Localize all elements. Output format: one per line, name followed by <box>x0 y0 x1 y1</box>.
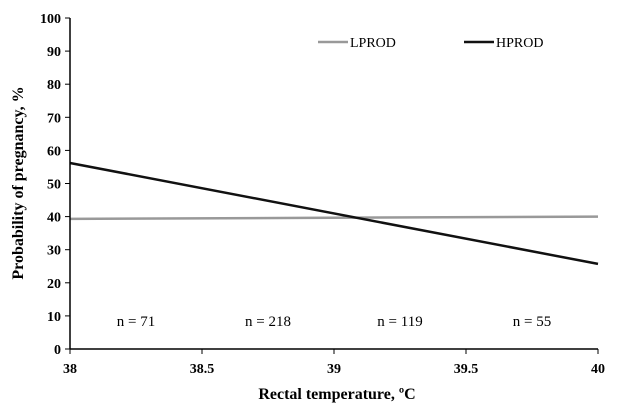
x-tick-label: 38.5 <box>190 362 215 377</box>
y-tick-label: 70 <box>47 111 61 126</box>
y-tick-label: 50 <box>47 178 61 193</box>
x-axis-title: Rectal temperature, ºC <box>258 386 415 403</box>
annotations: n = 71 n = 218 n = 119 n = 55 <box>117 314 551 330</box>
legend-label-hprod: HPROD <box>496 36 543 51</box>
axes <box>65 17 599 354</box>
y-tick-label: 60 <box>47 144 61 159</box>
sample-size-label: n = 119 <box>377 314 422 330</box>
plot-lines <box>69 161 599 266</box>
y-tick-label: 20 <box>47 277 61 292</box>
sample-size-label: n = 218 <box>245 314 291 330</box>
x-tick-label: 39.5 <box>454 362 479 377</box>
y-tick-label: 0 <box>54 343 61 358</box>
legend-label-lprod: LPROD <box>350 36 396 51</box>
y-tick-label: 10 <box>47 310 61 325</box>
y-tick-label: 40 <box>47 211 61 226</box>
legend: LPROD HPROD <box>318 36 543 51</box>
x-tick-label: 40 <box>591 362 605 377</box>
y-tick-label: 90 <box>47 45 61 60</box>
series-line-hprod <box>69 161 599 266</box>
y-axis-title: Probability of pregnancy, % <box>10 86 27 279</box>
series-line-lprod <box>69 215 599 221</box>
y-tick-label: 100 <box>40 12 61 27</box>
y-tick-label: 30 <box>47 244 61 259</box>
sample-size-label: n = 71 <box>117 314 155 330</box>
tick-labels: 0 10 20 30 40 50 60 70 80 90 100 38 38.5 39 39.5 40 <box>40 12 605 377</box>
x-tick-label: 38 <box>63 362 77 377</box>
x-tick-label: 39 <box>327 362 341 377</box>
y-tick-label: 80 <box>47 78 61 93</box>
sample-size-label: n = 55 <box>513 314 551 330</box>
